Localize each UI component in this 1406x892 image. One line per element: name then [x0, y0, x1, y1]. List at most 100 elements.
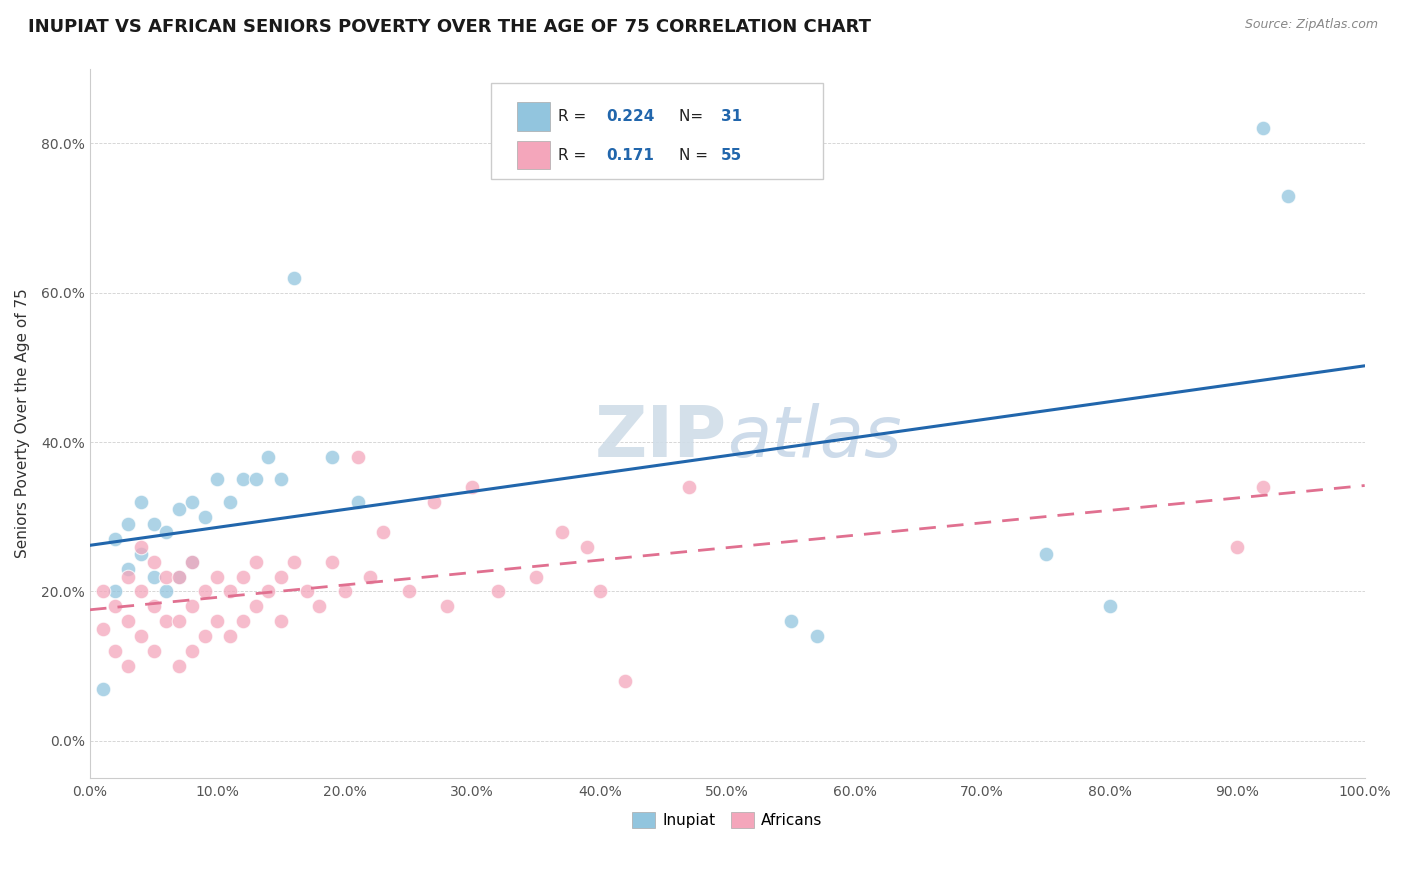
- Point: [180, 644, 202, 658]
- Point: [245, 555, 267, 569]
- Y-axis label: Seniors Poverty Over the Age of 75: Seniors Poverty Over the Age of 75: [15, 288, 30, 558]
- Point: [155, 524, 177, 539]
- Point: [423, 495, 446, 509]
- Point: [270, 615, 292, 629]
- Point: [117, 659, 139, 673]
- Point: [129, 495, 152, 509]
- Point: [1035, 547, 1057, 561]
- Point: [1277, 188, 1299, 202]
- Text: N=: N=: [679, 109, 707, 124]
- Point: [678, 480, 700, 494]
- Point: [91, 622, 114, 636]
- Point: [207, 569, 229, 583]
- Point: [245, 472, 267, 486]
- Point: [129, 584, 152, 599]
- Point: [295, 584, 318, 599]
- Point: [245, 599, 267, 614]
- Point: [1251, 480, 1274, 494]
- Point: [219, 584, 242, 599]
- Point: [321, 555, 343, 569]
- Point: [589, 584, 612, 599]
- Point: [398, 584, 420, 599]
- Point: [270, 569, 292, 583]
- Point: [283, 555, 305, 569]
- Legend: Inupiat, Africans: Inupiat, Africans: [626, 806, 828, 834]
- Point: [576, 540, 599, 554]
- Point: [194, 629, 217, 643]
- Point: [167, 569, 190, 583]
- Point: [117, 562, 139, 576]
- Point: [257, 450, 280, 464]
- Point: [1251, 121, 1274, 136]
- Point: [167, 502, 190, 516]
- Point: [155, 569, 177, 583]
- Text: N =: N =: [679, 147, 713, 162]
- Text: 0.224: 0.224: [606, 109, 655, 124]
- Point: [1098, 599, 1121, 614]
- Point: [117, 569, 139, 583]
- Point: [142, 569, 165, 583]
- Point: [142, 644, 165, 658]
- Point: [371, 524, 394, 539]
- Text: 31: 31: [721, 109, 742, 124]
- Text: INUPIAT VS AFRICAN SENIORS POVERTY OVER THE AGE OF 75 CORRELATION CHART: INUPIAT VS AFRICAN SENIORS POVERTY OVER …: [28, 18, 872, 36]
- Point: [142, 517, 165, 532]
- Point: [1226, 540, 1249, 554]
- Point: [283, 270, 305, 285]
- Point: [614, 674, 637, 689]
- Text: 0.171: 0.171: [606, 147, 654, 162]
- Point: [232, 472, 254, 486]
- Point: [91, 584, 114, 599]
- Text: R =: R =: [558, 147, 596, 162]
- Point: [117, 615, 139, 629]
- Point: [257, 584, 280, 599]
- Point: [359, 569, 381, 583]
- Point: [232, 615, 254, 629]
- Point: [333, 584, 356, 599]
- Point: [270, 472, 292, 486]
- Point: [232, 569, 254, 583]
- Point: [524, 569, 547, 583]
- Point: [180, 555, 202, 569]
- Point: [194, 584, 217, 599]
- Text: ZIP: ZIP: [595, 403, 727, 472]
- Point: [129, 540, 152, 554]
- Point: [346, 495, 368, 509]
- Text: Source: ZipAtlas.com: Source: ZipAtlas.com: [1244, 18, 1378, 31]
- Point: [91, 681, 114, 696]
- Point: [194, 509, 217, 524]
- Point: [550, 524, 572, 539]
- Point: [167, 659, 190, 673]
- Point: [207, 472, 229, 486]
- Point: [129, 547, 152, 561]
- Point: [155, 584, 177, 599]
- Text: atlas: atlas: [727, 403, 901, 472]
- Point: [104, 644, 127, 658]
- Point: [180, 495, 202, 509]
- Point: [104, 532, 127, 546]
- Point: [167, 615, 190, 629]
- Text: 55: 55: [721, 147, 742, 162]
- Point: [486, 584, 509, 599]
- Point: [180, 555, 202, 569]
- FancyBboxPatch shape: [517, 103, 550, 130]
- Point: [461, 480, 484, 494]
- Point: [321, 450, 343, 464]
- FancyBboxPatch shape: [517, 141, 550, 169]
- Point: [806, 629, 828, 643]
- Point: [142, 599, 165, 614]
- Point: [180, 599, 202, 614]
- Text: R =: R =: [558, 109, 591, 124]
- FancyBboxPatch shape: [492, 83, 823, 178]
- Point: [308, 599, 330, 614]
- Point: [207, 615, 229, 629]
- Point: [219, 495, 242, 509]
- Point: [436, 599, 458, 614]
- Point: [780, 615, 803, 629]
- Point: [219, 629, 242, 643]
- Point: [167, 569, 190, 583]
- Point: [346, 450, 368, 464]
- Point: [104, 599, 127, 614]
- Point: [117, 517, 139, 532]
- Point: [129, 629, 152, 643]
